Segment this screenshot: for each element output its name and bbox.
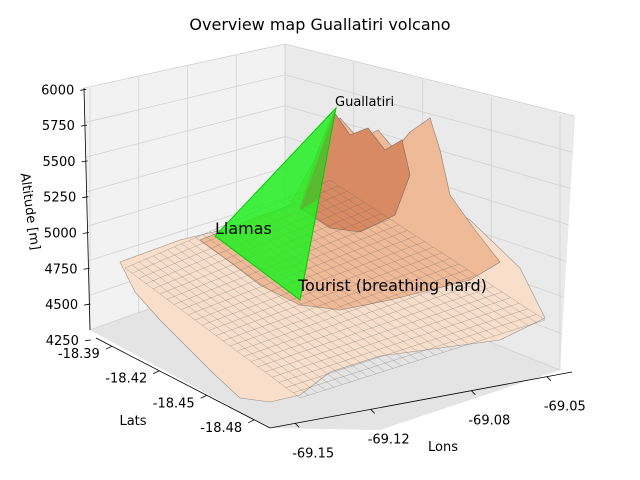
- route: [214, 106, 337, 301]
- y-tick: [200, 394, 207, 399]
- x-axis: -69.15 -69.12 -69.08 -69.05 Lons: [269, 371, 586, 461]
- wireframe-line: [278, 303, 520, 383]
- z-tick: [82, 196, 89, 199]
- wireframe-line: [285, 308, 528, 388]
- z-tick-label: 4500: [45, 298, 78, 313]
- z-tick-label: 5750: [42, 119, 75, 134]
- wireframe-line: [208, 247, 434, 331]
- z-tick-label: 6000: [41, 83, 74, 98]
- z-tick: [81, 160, 88, 163]
- wireframe-line: [236, 269, 468, 352]
- wireframe-line: [280, 201, 486, 339]
- z-tick: [80, 88, 87, 91]
- y-tick-label: -18.48: [200, 421, 242, 436]
- wireframe-line: [222, 258, 451, 341]
- y-tick: [105, 345, 112, 350]
- y-tick-label: -18.45: [153, 396, 195, 411]
- chart-title: Overview map Guallatiri volcano: [189, 15, 450, 34]
- x-axis-line: [269, 371, 573, 429]
- wireframe-line: [271, 297, 511, 378]
- y-tick: [248, 419, 255, 424]
- wireframe-line: [131, 264, 309, 396]
- annotation-guallatiri: Guallatiri: [335, 95, 394, 110]
- wireframe-line: [188, 240, 377, 374]
- wireframe-line: [201, 241, 425, 326]
- wireframe-line: [215, 252, 442, 336]
- wireframe-line: [160, 252, 343, 385]
- wireframe-line: [195, 237, 385, 372]
- wireframe-line: [322, 182, 537, 323]
- grid-line-z: [284, 43, 576, 117]
- grid-line-z: [83, 43, 286, 89]
- wireframe-line: [146, 258, 326, 391]
- wireframe-line: [250, 280, 485, 362]
- x-tick: [471, 390, 476, 395]
- wireframe-line: [308, 188, 520, 329]
- wireframe-line: [202, 234, 394, 369]
- z-axis: 4250 4500 4750 5000 5250 5500 5750 6000 Altitud…: [17, 83, 91, 349]
- x-ticks: -69.15 -69.12 -69.08 -69.05: [292, 376, 586, 461]
- wireframe-line: [315, 185, 529, 326]
- wireframe-line: [229, 263, 460, 347]
- wireframe-line: [139, 261, 318, 393]
- route-shadow-overlap: [300, 108, 336, 210]
- x-tick: [294, 423, 300, 428]
- wireframe-line: [181, 243, 368, 377]
- wireframe-line: [292, 314, 537, 393]
- x-tick: [546, 376, 552, 381]
- z-tick-label: 5500: [42, 155, 75, 170]
- wireframe-line: [299, 319, 546, 399]
- grid-line-z: [86, 136, 286, 193]
- z-tick: [83, 267, 90, 270]
- y-tick: [153, 370, 160, 375]
- z-tick: [84, 303, 91, 306]
- wireframe-line: [174, 246, 360, 380]
- y-tick-label: -18.42: [105, 372, 147, 387]
- surface-wireframe: [124, 179, 546, 399]
- grid-line-z: [87, 167, 286, 227]
- z-tick-label: 5000: [44, 226, 77, 241]
- z-tick: [84, 339, 91, 342]
- z-tick-label: 4250: [46, 334, 79, 349]
- wireframe-line: [194, 235, 417, 321]
- z-tick: [80, 124, 87, 127]
- x-tick-label: -69.15: [292, 446, 334, 461]
- x-tick: [370, 409, 375, 414]
- wireframe-line: [124, 267, 301, 399]
- route-area: [214, 106, 337, 301]
- z-axis-line: [83, 87, 91, 331]
- wireframe-line: [301, 191, 512, 331]
- x-tick-label: -69.12: [368, 432, 410, 447]
- annotation-llamas: Llamas: [215, 219, 272, 238]
- z-axis-label: Altitude [m]: [17, 172, 43, 251]
- z-tick: [82, 232, 89, 234]
- wireframe-line: [329, 179, 546, 321]
- x-tick-label: -69.08: [468, 414, 510, 429]
- y-axis-line: [95, 337, 271, 429]
- z-ticks: 4250 4500 4750 5000 5250 5500 5750 6000: [41, 83, 91, 349]
- y-axis: -18.39 -18.42 -18.45 -18.48 Lats: [58, 337, 271, 436]
- y-tick-label: -18.39: [58, 347, 100, 362]
- y-axis-label: Lats: [119, 414, 146, 429]
- wireframe-line: [287, 198, 495, 337]
- wireframe-line: [153, 255, 334, 388]
- wireframe-line: [294, 195, 503, 334]
- grid-line-z: [284, 74, 573, 153]
- annotation-tourist: Tourist (breathing hard): [297, 276, 487, 295]
- z-tick-label: 5250: [43, 191, 76, 206]
- wireframe-line: [243, 275, 477, 357]
- wireframe-line: [257, 286, 494, 367]
- x-axis-label: Lons: [428, 440, 458, 455]
- wireframe-line: [167, 249, 351, 383]
- wireframe-line: [264, 291, 503, 373]
- grid-line-z: [84, 74, 286, 123]
- y-ticks: -18.39 -18.42 -18.45 -18.48: [58, 345, 255, 436]
- z-tick-label: 4750: [44, 262, 77, 277]
- x-tick-label: -69.05: [544, 400, 586, 415]
- grid-line-z: [85, 105, 286, 158]
